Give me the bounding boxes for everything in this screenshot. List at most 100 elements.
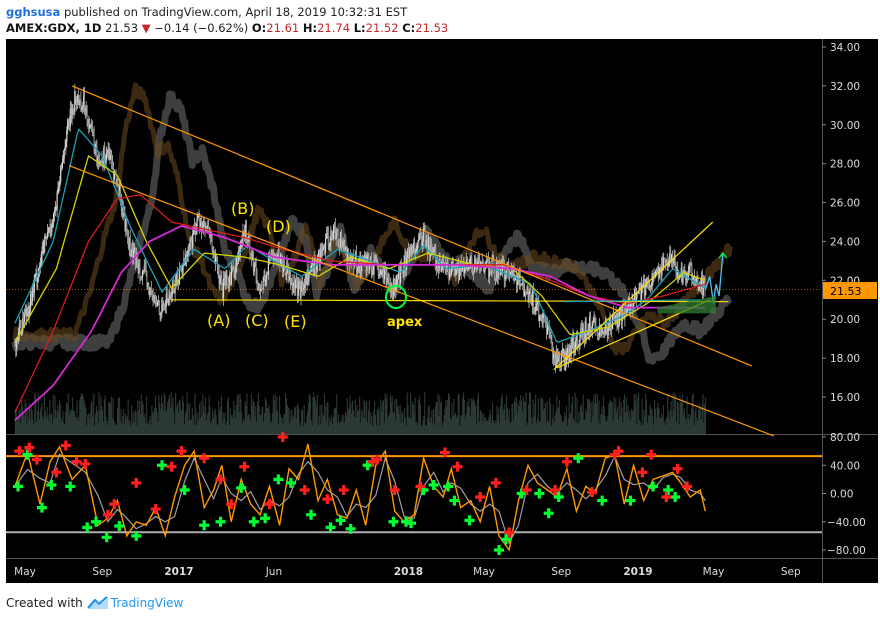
volume-bar: [170, 392, 172, 434]
candle-body: [528, 292, 530, 302]
candle-body: [88, 124, 90, 129]
footer-brand[interactable]: TradingView: [110, 596, 184, 610]
candle-body: [22, 318, 24, 332]
volume-bar: [293, 417, 295, 434]
candle-body: [581, 327, 583, 335]
candle-body: [693, 276, 695, 280]
volume-bar: [685, 422, 687, 434]
candle-body: [551, 340, 553, 346]
volume-bar: [423, 416, 425, 434]
time-tick-label: May: [473, 566, 495, 578]
candle-body: [328, 245, 330, 247]
candle-body: [52, 222, 54, 226]
volume-bar: [266, 408, 268, 434]
candle-body: [48, 226, 50, 232]
volume-bar: [578, 411, 580, 434]
volume-bar: [338, 414, 340, 434]
candle-body: [103, 147, 105, 164]
volume-bar: [459, 425, 461, 434]
volume-bar: [466, 402, 468, 434]
candle-body: [429, 245, 431, 257]
sell-signal-marker: [475, 492, 486, 503]
volume-bar: [73, 410, 75, 434]
volume-bar: [145, 423, 147, 434]
volume-bar: [273, 400, 275, 434]
volume-bar: [613, 396, 615, 434]
candle-body: [546, 324, 548, 335]
candle-body: [488, 264, 490, 278]
sell-signal-marker: [415, 481, 426, 492]
volume-bar: [673, 409, 675, 434]
candle-body: [643, 280, 645, 296]
volume-bar: [425, 425, 427, 434]
candle-body: [649, 285, 651, 288]
volume-bar: [438, 415, 440, 434]
volume-bar: [670, 401, 672, 434]
volume-bar: [401, 410, 403, 434]
volume-bar: [111, 418, 113, 434]
volume-bar: [623, 399, 625, 434]
candle-body: [580, 327, 582, 335]
volume-bar: [279, 414, 281, 434]
volume-bar: [373, 410, 375, 434]
volume-bar: [494, 420, 496, 434]
volume-bar: [387, 418, 389, 434]
volume-bar: [588, 398, 590, 434]
volume-bar: [584, 419, 586, 434]
candle-body: [29, 307, 31, 312]
author-link[interactable]: gghsusa: [6, 5, 61, 19]
symbol-label[interactable]: AMEX:GDX, 1D: [6, 21, 102, 35]
buy-signal-marker: [13, 481, 24, 492]
candle-body: [314, 257, 316, 259]
volume-bar: [414, 397, 416, 434]
volume-bar: [386, 394, 388, 434]
volume-bar: [440, 402, 442, 434]
candle-body: [385, 272, 387, 280]
candle-body: [276, 258, 278, 260]
volume-bar: [589, 402, 591, 434]
wave-label-e: (E): [284, 312, 307, 331]
candle-body: [596, 330, 598, 332]
candle-body: [37, 277, 39, 283]
candle-body: [200, 221, 202, 227]
candle-body: [153, 296, 155, 298]
volume-bar: [546, 401, 548, 434]
candle-body: [94, 148, 96, 150]
volume-bar: [230, 416, 232, 434]
candle-body: [500, 266, 502, 275]
candle-body: [537, 301, 539, 304]
volume-bar: [529, 392, 531, 434]
volume-bar: [592, 416, 594, 434]
buy-signal-marker: [236, 482, 247, 493]
volume-bar: [350, 403, 352, 434]
candle-body: [115, 174, 117, 180]
chart-canvas[interactable]: 34.0032.0030.0028.0026.0024.0022.0020.00…: [0, 38, 880, 590]
volume-bar: [472, 397, 474, 434]
candle-body: [119, 185, 122, 202]
volume-bar: [29, 420, 31, 434]
candle-body: [333, 224, 335, 239]
volume-bar: [611, 402, 613, 434]
candle-body: [99, 161, 101, 165]
candle-body: [101, 158, 103, 162]
volume-bar: [502, 412, 504, 434]
volume-bar: [14, 409, 16, 434]
volume-bar: [262, 406, 264, 434]
volume-bar: [89, 412, 91, 434]
candle-body: [202, 221, 204, 228]
volume-bar: [345, 415, 347, 434]
volume-bar: [36, 421, 38, 434]
volume-bar: [652, 416, 654, 434]
candle-body: [93, 134, 95, 150]
candle-body: [660, 268, 662, 275]
volume-bar: [57, 405, 59, 434]
volume-bar: [158, 395, 160, 434]
candle-body: [171, 282, 174, 295]
volume-bar: [130, 426, 132, 434]
candle-body: [534, 310, 536, 312]
volume-bar: [676, 401, 678, 434]
candle-body: [244, 232, 246, 240]
volume-bar: [549, 398, 551, 434]
volume-bar: [658, 407, 660, 434]
candle-body: [374, 259, 376, 261]
